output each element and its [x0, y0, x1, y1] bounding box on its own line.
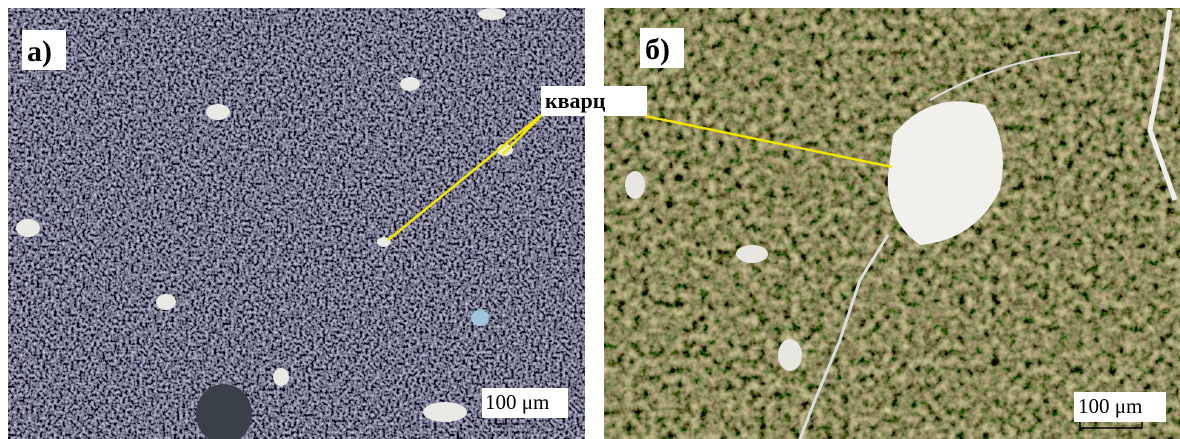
scale-text: 100 μm: [485, 390, 549, 414]
annotation-text: кварц: [545, 88, 606, 113]
micrograph-b-texture: [604, 8, 1180, 439]
panel-a: а) 100 μm: [8, 8, 585, 439]
scale-text: 100 μm: [1078, 394, 1142, 418]
panel-label: а): [27, 35, 52, 68]
figure: а) 100 μm б) 100 μm кварц: [0, 0, 1180, 439]
page: а) 100 μm б) 100 μm кварц (() => { const…: [0, 0, 1180, 439]
micrograph-a-texture: [8, 8, 585, 439]
panel-b: б) 100 μm: [604, 8, 1180, 439]
panel-label: б): [645, 33, 670, 66]
